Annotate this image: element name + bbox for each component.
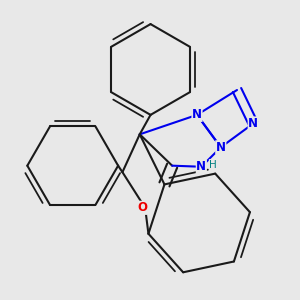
Text: N: N [216, 141, 226, 154]
Text: O: O [137, 201, 147, 214]
Text: N: N [248, 117, 258, 130]
Text: N: N [192, 108, 202, 122]
Text: N: N [196, 160, 206, 173]
Text: H: H [209, 160, 217, 170]
